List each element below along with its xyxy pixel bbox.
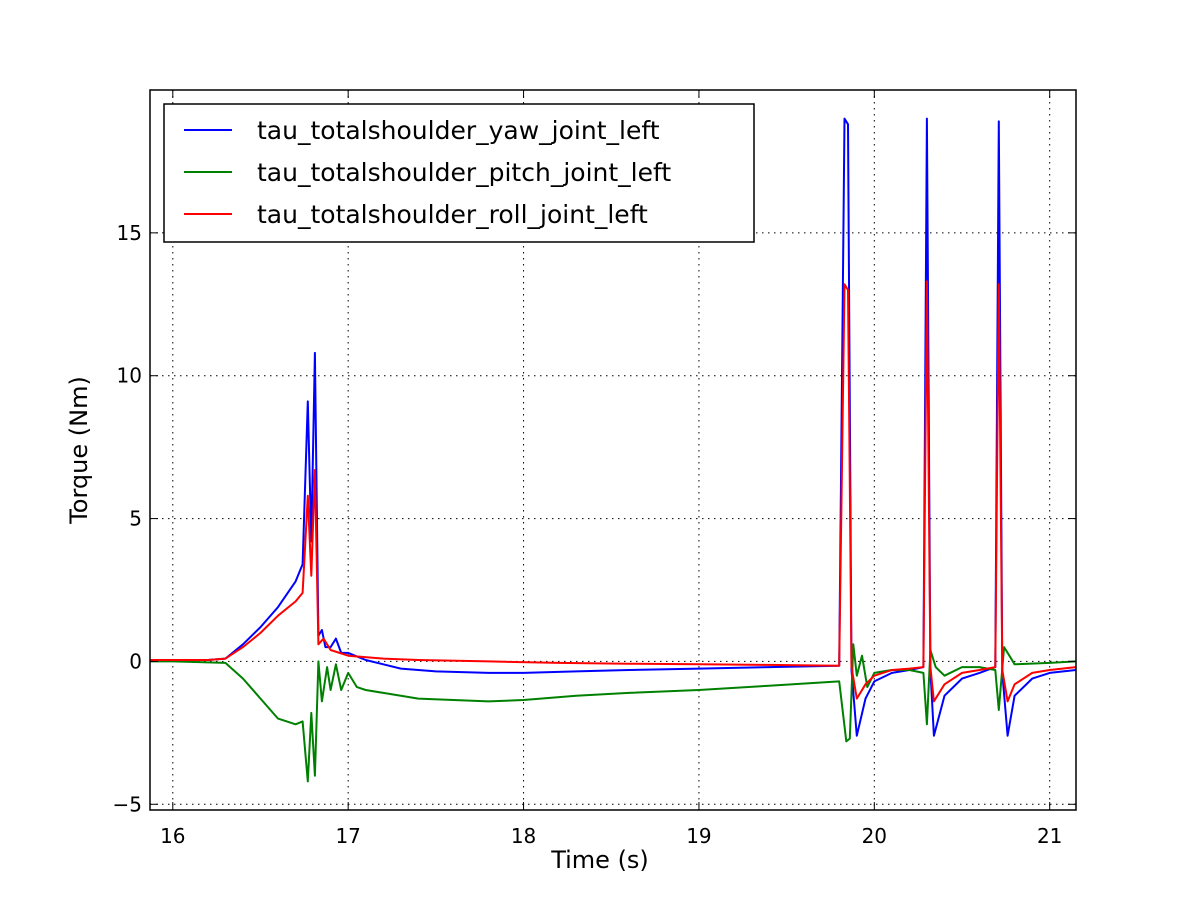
- x-tick-label: 16: [160, 824, 185, 848]
- plot-frame: [149, 89, 1077, 811]
- x-tick-label: 19: [686, 824, 711, 848]
- x-tick-label: 21: [1037, 824, 1062, 848]
- y-tick-label: 15: [117, 221, 142, 245]
- x-axis-label: Time (s): [550, 846, 649, 874]
- series-line-roll: [150, 280, 1076, 703]
- x-tick-label: 18: [511, 824, 536, 848]
- legend-label-roll: tau_totalshoulder_roll_joint_left: [257, 200, 648, 229]
- y-tick-label: 5: [129, 507, 142, 531]
- series-line-pitch: [150, 643, 1076, 783]
- legend-box: [163, 103, 755, 243]
- tick-labels: 16 17 18 19 20 21 −5 0 5 10 15: [113, 221, 1063, 848]
- axis-ticks: [150, 90, 1076, 810]
- legend: tau_totalshoulder_yaw_joint_left tau_tot…: [163, 103, 755, 243]
- legend-label-pitch: tau_totalshoulder_pitch_joint_left: [257, 158, 671, 187]
- x-tick-label: 20: [862, 824, 887, 848]
- series-line-yaw: [150, 117, 1076, 737]
- x-tick-label: 17: [335, 824, 360, 848]
- y-axis-label: Torque (Nm): [65, 376, 93, 525]
- y-tick-label: 0: [129, 649, 142, 673]
- y-tick-label: −5: [113, 792, 142, 816]
- series-lines: [150, 117, 1076, 783]
- legend-label-yaw: tau_totalshoulder_yaw_joint_left: [257, 116, 660, 145]
- y-tick-label: 10: [117, 364, 142, 388]
